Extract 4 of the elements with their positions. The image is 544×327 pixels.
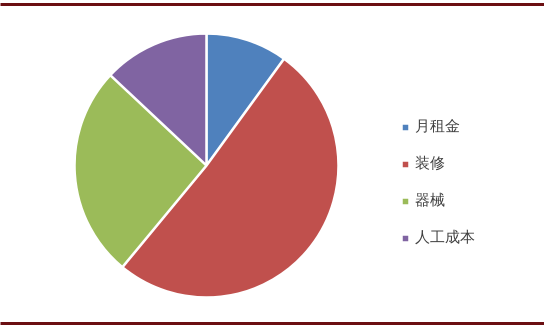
legend-label: 月租金 xyxy=(415,117,460,136)
legend-label: 人工成本 xyxy=(415,228,475,247)
legend-label: 器械 xyxy=(415,191,445,210)
legend-label: 装修 xyxy=(415,154,445,173)
